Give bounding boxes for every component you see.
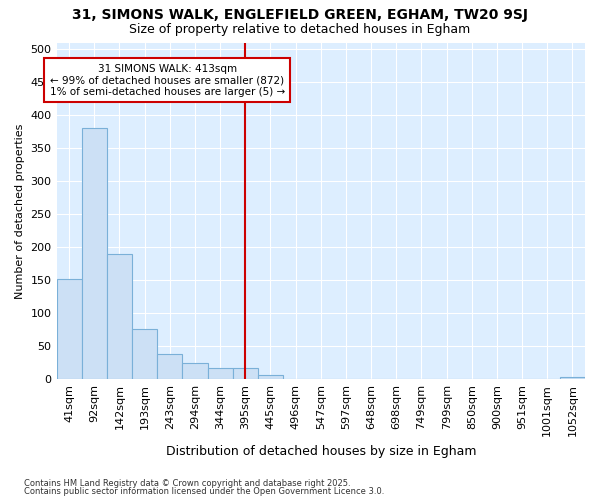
Bar — [107, 254, 132, 380]
Bar — [560, 378, 585, 380]
Text: 31 SIMONS WALK: 413sqm
← 99% of detached houses are smaller (872)
1% of semi-det: 31 SIMONS WALK: 413sqm ← 99% of detached… — [50, 64, 285, 97]
Bar — [182, 363, 208, 380]
Bar — [208, 368, 233, 380]
Y-axis label: Number of detached properties: Number of detached properties — [15, 124, 25, 298]
Bar — [157, 354, 182, 380]
Bar — [132, 328, 157, 380]
Bar — [82, 128, 107, 380]
X-axis label: Distribution of detached houses by size in Egham: Distribution of detached houses by size … — [166, 444, 476, 458]
Bar — [233, 368, 258, 380]
Bar — [56, 279, 82, 380]
Text: Contains HM Land Registry data © Crown copyright and database right 2025.: Contains HM Land Registry data © Crown c… — [24, 478, 350, 488]
Text: Size of property relative to detached houses in Egham: Size of property relative to detached ho… — [130, 22, 470, 36]
Text: 31, SIMONS WALK, ENGLEFIELD GREEN, EGHAM, TW20 9SJ: 31, SIMONS WALK, ENGLEFIELD GREEN, EGHAM… — [72, 8, 528, 22]
Text: Contains public sector information licensed under the Open Government Licence 3.: Contains public sector information licen… — [24, 487, 385, 496]
Bar — [258, 375, 283, 380]
